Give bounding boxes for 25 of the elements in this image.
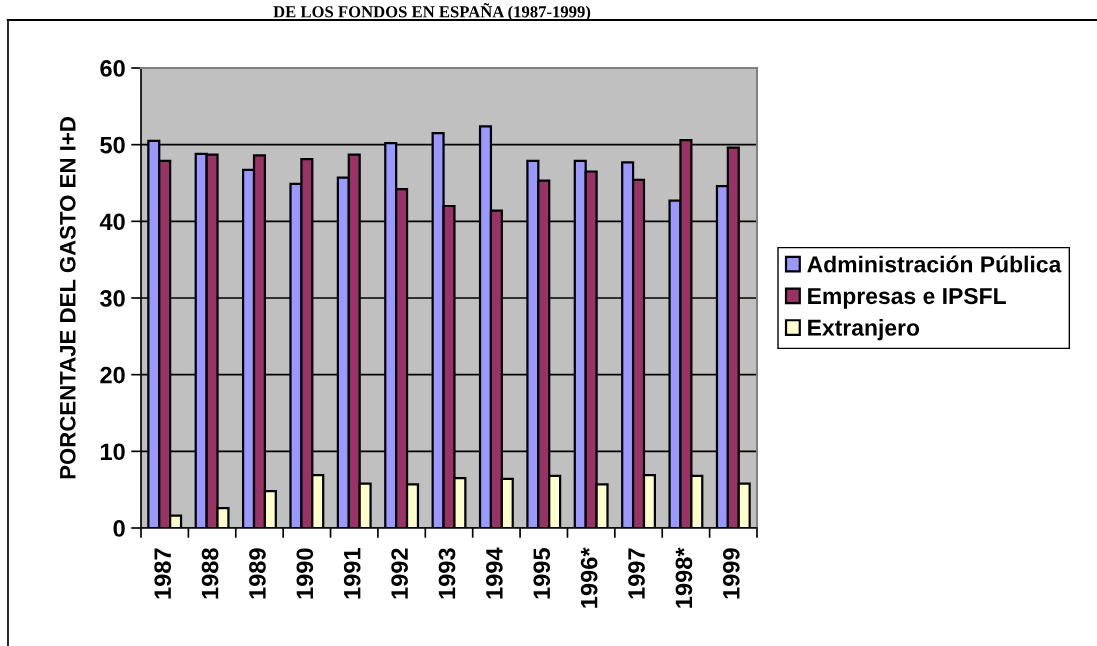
- x-tick-label: 1987: [154, 548, 172, 599]
- legend-label: Extranjero: [808, 318, 920, 341]
- chart-title: DE LOS FONDOS EN ESPAÑA (1987-1999): [273, 3, 591, 21]
- x-tick-label: 1999: [722, 548, 740, 599]
- x-tick-label: 1996*: [580, 547, 598, 608]
- x-tick-label: 1994: [486, 547, 503, 599]
- x-tick-label: 1998*: [675, 547, 693, 608]
- x-tick-label: 1997: [628, 548, 645, 599]
- x-tick-label: 1995: [533, 548, 551, 599]
- y-tick-label: 50: [100, 136, 125, 154]
- legend-label: Empresas e IPSFL: [808, 287, 1006, 309]
- y-tick-label: 30: [100, 290, 125, 307]
- x-tick-label: 1989: [249, 548, 266, 599]
- y-tick-label: 0: [113, 520, 125, 537]
- x-tick-label: 1990: [296, 548, 314, 599]
- x-tick-label: 1992: [391, 548, 408, 599]
- y-tick-label: 40: [99, 213, 125, 231]
- x-tick-label: 1993: [438, 548, 456, 599]
- y-axis-title: PORCENTAJE DEL GASTO EN I+D: [59, 117, 76, 479]
- y-tick-label: 20: [100, 366, 125, 384]
- legend-label: Administración Pública: [807, 255, 1062, 273]
- y-tick-label: 60: [100, 60, 125, 77]
- x-tick-label: 1988: [201, 548, 219, 599]
- y-tick-label: 10: [100, 443, 125, 461]
- x-tick-label: 1991: [343, 548, 361, 599]
